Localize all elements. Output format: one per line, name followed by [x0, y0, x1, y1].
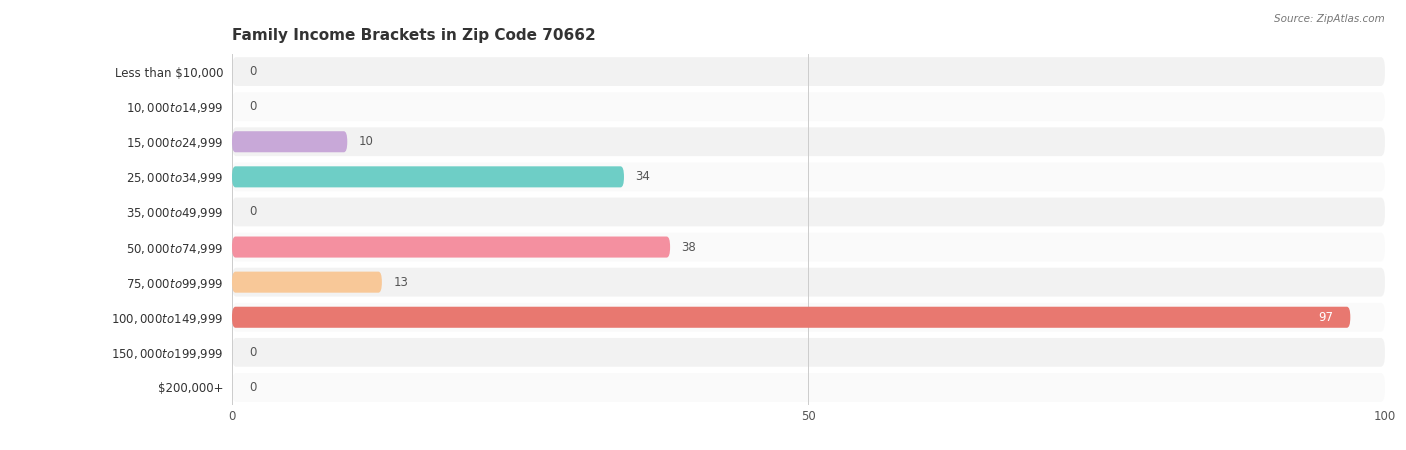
Text: Family Income Brackets in Zip Code 70662: Family Income Brackets in Zip Code 70662	[232, 28, 596, 43]
Text: 0: 0	[249, 100, 257, 113]
FancyBboxPatch shape	[232, 303, 1385, 332]
FancyBboxPatch shape	[232, 272, 382, 292]
Text: 0: 0	[249, 346, 257, 359]
FancyBboxPatch shape	[232, 307, 1350, 328]
Text: 0: 0	[249, 381, 257, 394]
Text: 97: 97	[1317, 311, 1333, 324]
Text: 0: 0	[249, 65, 257, 78]
FancyBboxPatch shape	[232, 198, 1385, 226]
FancyBboxPatch shape	[232, 92, 1385, 121]
FancyBboxPatch shape	[232, 162, 1385, 191]
Text: 13: 13	[394, 276, 408, 288]
Text: Source: ZipAtlas.com: Source: ZipAtlas.com	[1274, 14, 1385, 23]
Text: 34: 34	[636, 171, 651, 183]
FancyBboxPatch shape	[232, 57, 1385, 86]
Text: 0: 0	[249, 206, 257, 218]
FancyBboxPatch shape	[232, 338, 1385, 367]
Text: 10: 10	[359, 135, 374, 148]
FancyBboxPatch shape	[232, 233, 1385, 261]
FancyBboxPatch shape	[232, 268, 1385, 297]
FancyBboxPatch shape	[232, 373, 1385, 402]
Text: 38: 38	[682, 241, 696, 253]
FancyBboxPatch shape	[232, 131, 347, 152]
FancyBboxPatch shape	[232, 166, 624, 187]
FancyBboxPatch shape	[232, 237, 671, 257]
FancyBboxPatch shape	[232, 127, 1385, 156]
